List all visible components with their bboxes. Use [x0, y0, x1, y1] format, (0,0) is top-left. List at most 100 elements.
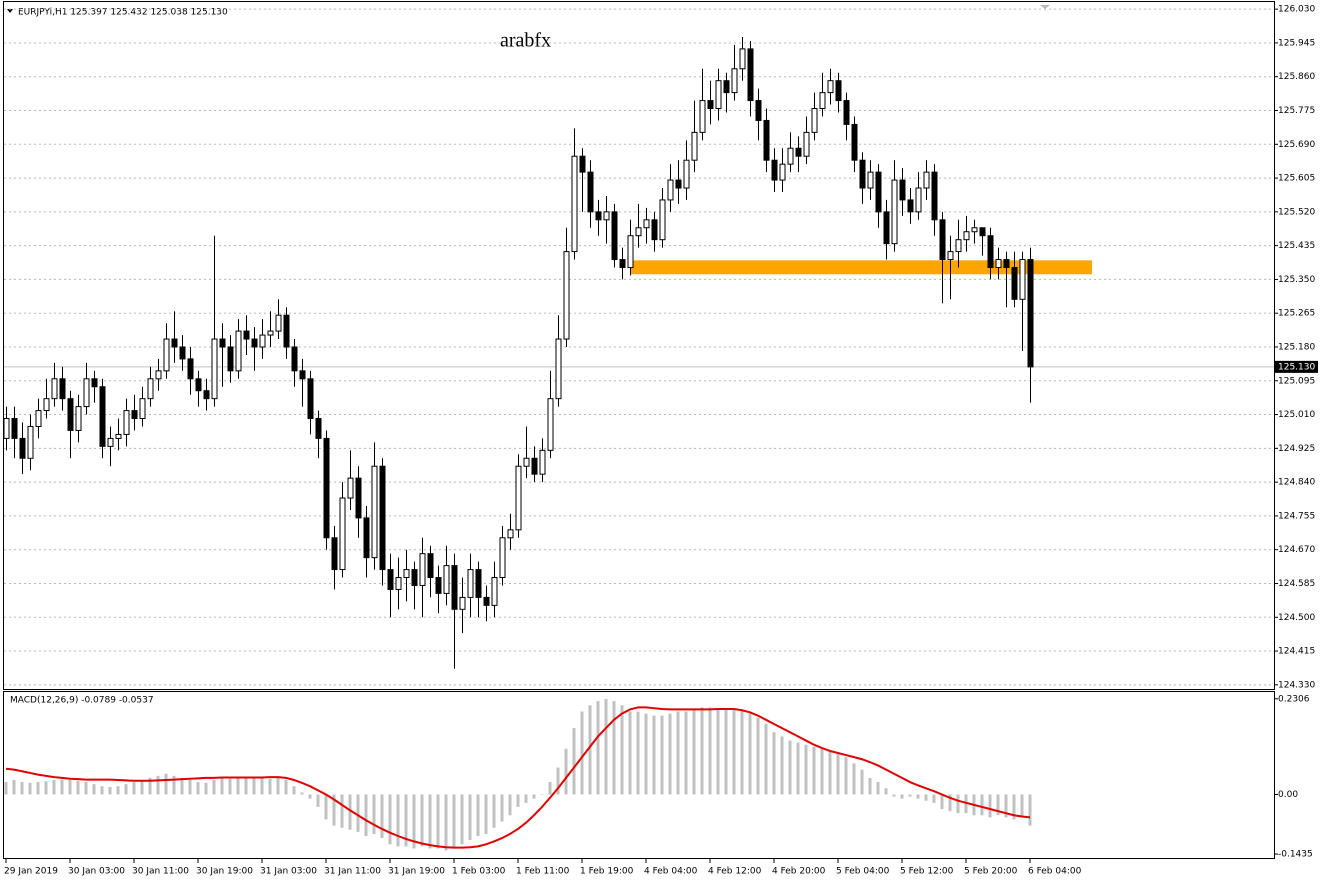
candle-body [187, 358, 194, 380]
candle-body [387, 569, 394, 590]
macd-bar [164, 773, 168, 795]
macd-bar [20, 782, 24, 795]
macd-bar [692, 709, 696, 795]
candle-body [723, 80, 730, 94]
candle-body [739, 48, 746, 70]
macd-bar [940, 794, 944, 810]
candle-body [83, 378, 90, 408]
macd-bar [196, 782, 200, 795]
macd-bar [100, 786, 104, 795]
candle-body [651, 219, 658, 241]
macd-bar [60, 779, 64, 795]
candle-body [939, 219, 946, 261]
menu-arrow [7, 9, 13, 13]
macd-bar [300, 792, 304, 795]
y-tick-label: 125.775 [1278, 106, 1315, 116]
macd-bar [348, 794, 352, 830]
macd-bar [868, 777, 872, 795]
candle-body [915, 187, 922, 213]
macd-bar [684, 711, 688, 795]
candle-body [99, 386, 106, 447]
candle-body [923, 171, 930, 189]
candle-body [539, 449, 546, 475]
macd-bar [700, 707, 704, 795]
candle-body [11, 418, 18, 439]
candle-body [139, 398, 146, 420]
candle-body [499, 537, 506, 579]
candle-body [403, 569, 410, 579]
candle-body [483, 596, 490, 606]
macd-bar [924, 794, 928, 801]
x-tick-label: 30 Jan 19:00 [196, 867, 253, 877]
candle-body [19, 437, 26, 459]
candle-body [171, 338, 178, 348]
y-tick-label: 125.095 [1278, 376, 1315, 386]
candle-body [307, 378, 314, 420]
candle-body [947, 251, 954, 261]
candle-body [147, 378, 154, 400]
candle-body [347, 477, 354, 499]
macd-bar [892, 794, 896, 797]
y-tick-label: 125.605 [1278, 174, 1315, 184]
candle-body [323, 437, 330, 539]
macd-bar [236, 777, 240, 795]
candle-body [899, 179, 906, 201]
macd-bar [436, 794, 440, 849]
candle-body [443, 565, 450, 594]
candle-body [1027, 259, 1034, 368]
candle-body [835, 80, 842, 102]
macd-bar [988, 794, 992, 818]
macd-bar [644, 713, 648, 795]
candle-body [259, 334, 266, 348]
candle-body [987, 235, 994, 269]
candle-body [459, 596, 466, 610]
candle-body [435, 577, 442, 594]
macd-bar [548, 782, 552, 795]
macd-bar [52, 779, 56, 795]
macd-bar [172, 775, 176, 795]
candle-body [635, 227, 642, 237]
macd-bar [708, 707, 712, 795]
macd-bar [732, 709, 736, 795]
macd-bar [508, 794, 512, 816]
candle-body [979, 227, 986, 237]
candle-body [843, 100, 850, 125]
macd-bar [652, 715, 656, 795]
y-tick-label: 125.945 [1278, 38, 1315, 48]
candle-body [75, 406, 82, 431]
candle-body [267, 330, 274, 336]
candle-body [627, 235, 634, 269]
candle-body [283, 314, 290, 348]
macd-bar [404, 794, 408, 847]
candle-body [859, 159, 866, 189]
macd-bar [620, 705, 624, 795]
macd-bar [492, 794, 496, 828]
macd-bar [484, 794, 488, 834]
macd-bar [532, 794, 536, 799]
candle-body [579, 155, 586, 173]
y-tick-label: 124.415 [1278, 647, 1315, 657]
candle-body [523, 457, 530, 467]
candle-body [115, 433, 122, 439]
candle-body [275, 314, 282, 332]
macd-bar [292, 786, 296, 795]
candle-body [339, 497, 346, 571]
watermark: arabfx [500, 30, 551, 52]
candle-body [971, 227, 978, 233]
macd-bar [1012, 794, 1016, 820]
macd-bar [4, 782, 8, 795]
macd-bar [412, 794, 416, 849]
y-tick-label: 125.350 [1278, 275, 1315, 285]
macd-bar [92, 784, 96, 795]
macd-bar [820, 748, 824, 795]
macd-bar [612, 701, 616, 795]
macd-bar [1020, 794, 1024, 818]
candle-body [107, 437, 114, 447]
candle-body [867, 171, 874, 189]
candle-body [1019, 259, 1026, 300]
candle-body [931, 171, 938, 221]
y-tick-label: 125.520 [1278, 207, 1315, 217]
candle-body [475, 569, 482, 598]
macd-bar [372, 794, 376, 834]
